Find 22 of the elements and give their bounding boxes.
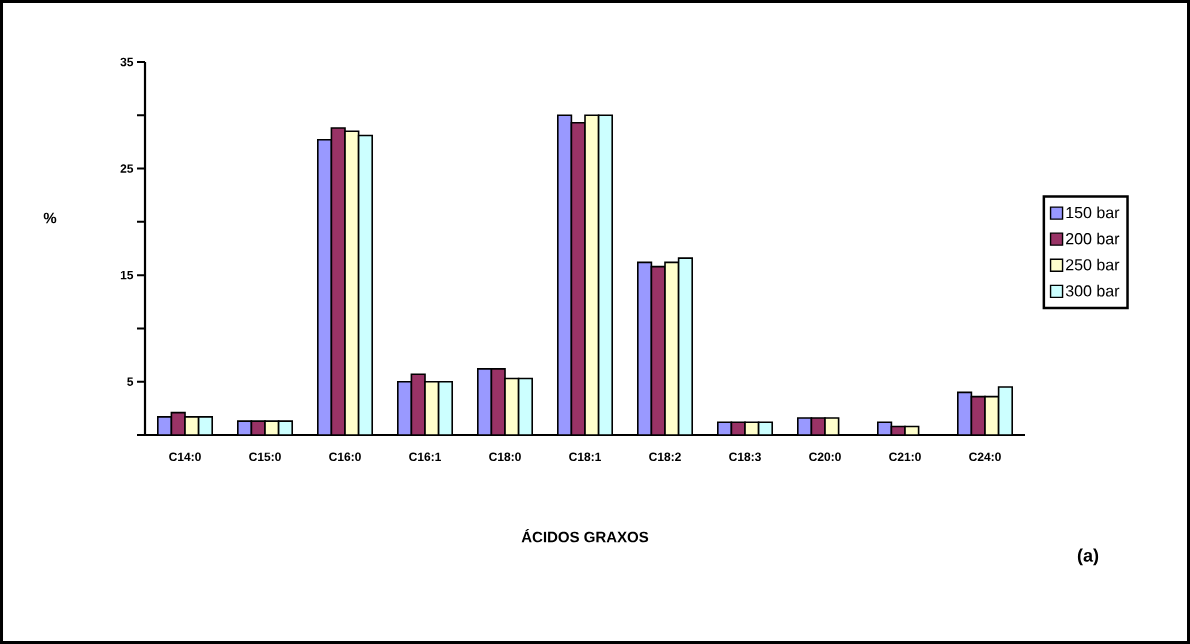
y-tick-label: 15 (120, 270, 134, 280)
legend-label: 200 bar (1066, 232, 1120, 245)
x-tick-label: C14:0 (169, 452, 201, 462)
x-tick-label: C18:3 (729, 452, 761, 462)
y-tick-label: 5 (127, 377, 134, 386)
x-tick-label: C20:0 (809, 452, 841, 462)
x-tick-label: C15:0 (249, 452, 281, 462)
legend-label: 250 bar (1066, 258, 1120, 271)
y-axis-title: % (43, 212, 57, 224)
x-tick-label: C24:0 (969, 452, 1001, 462)
text: (a) (1077, 548, 1099, 566)
x-axis-title: ÁCIDOS GRAXOS (521, 528, 649, 543)
y-tick-label: 35 (120, 57, 134, 67)
x-tick-label: C21:0 (889, 452, 921, 462)
x-tick-label: C18:0 (489, 452, 521, 462)
legend-label: 150 bar (1066, 206, 1120, 219)
x-tick-label: C18:1 (569, 452, 602, 462)
y-tick-label: 25 (120, 164, 134, 173)
x-tick-label: C18:2 (649, 452, 681, 462)
x-tick-label: C16:1 (409, 452, 442, 462)
x-tick-label: C16:0 (329, 452, 361, 462)
legend-label: 300 bar (1065, 284, 1120, 297)
